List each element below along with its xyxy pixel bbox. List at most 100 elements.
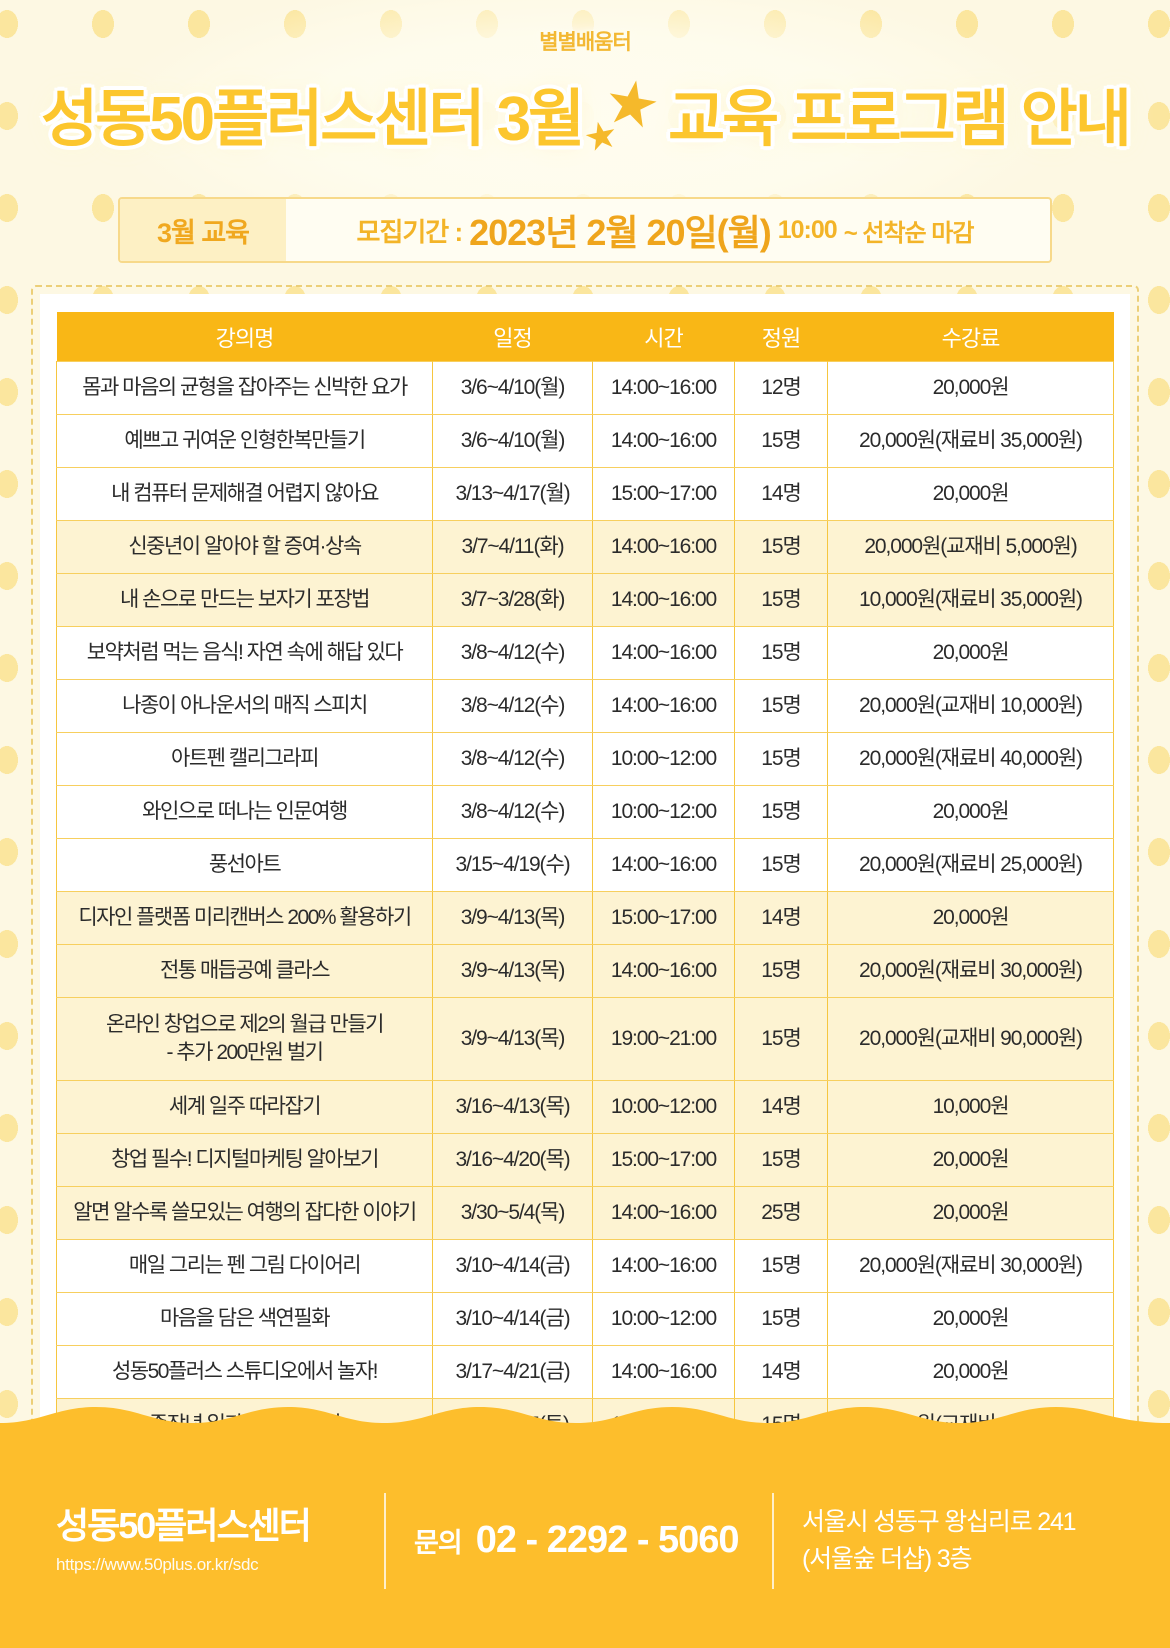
course-fee-cell: 20,000원(교재비 5,000원) xyxy=(827,520,1114,574)
recruit-time: 10:00 xyxy=(777,215,838,244)
course-capacity-cell: 14명 xyxy=(734,467,828,521)
address-line-1: 서울시 성동구 왕십리로 241 xyxy=(802,1508,1077,1537)
course-capacity-cell: 15명 xyxy=(734,679,828,733)
course-fee-cell: 20,000원(재료비 30,000원) xyxy=(827,944,1114,998)
th-fee: 수강료 xyxy=(827,312,1114,362)
course-time-cell: 19:00~21:00 xyxy=(592,997,735,1081)
table-row: 나종이 아나운서의 매직 스피치 3/8~4/12(수) 14:00~16:00 15… xyxy=(56,679,1114,733)
course-name-cell: 창업 필수! 디지털마케팅 알아보기 xyxy=(56,1133,433,1187)
table-row: 아트펜 캘리그라피 3/8~4/12(수) 10:00~12:00 15명 20,000… xyxy=(56,732,1114,786)
recruit-date: 2023년 2월 20일(월) xyxy=(469,212,772,253)
th-schedule: 일정 xyxy=(432,312,593,362)
course-time-cell: 10:00~12:00 xyxy=(592,732,735,786)
course-time-cell: 14:00~16:00 xyxy=(592,520,735,574)
course-schedule-cell: 3/8~4/12(수) xyxy=(432,626,593,680)
course-time-cell: 14:00~16:00 xyxy=(592,944,735,998)
table-body: 몸과 마음의 균형을 잡아주는 신박한 요가 3/6~4/10(월) 14:00~1… xyxy=(56,361,1114,1505)
course-schedule-cell: 3/13~4/17(월) xyxy=(432,467,593,521)
course-name-cell: 와인으로 떠나는 인문여행 xyxy=(56,785,433,839)
course-schedule-cell: 3/15~4/19(수) xyxy=(432,838,593,892)
course-name-cell: 온라인 창업으로 제2의 월급 만들기 - 추가 200만원 벌기 xyxy=(56,997,433,1081)
course-fee-cell: 20,000원 xyxy=(827,1345,1114,1399)
course-name-cell: 내 손으로 만드는 보자기 포장법 xyxy=(56,573,433,627)
course-time-cell: 14:00~16:00 xyxy=(592,573,735,627)
program-table: 강의명 일정 시간 정원 수강료 몸과 마음의 균형을 잡아주는 신박한 요가 3… xyxy=(56,312,1114,1505)
course-time-cell: 15:00~17:00 xyxy=(592,891,735,945)
course-time-cell: 10:00~12:00 xyxy=(592,1080,735,1134)
table-row: 전통 매듭공예 클라스 3/9~4/13(목) 14:00~16:00 15명 20,0… xyxy=(56,944,1114,998)
recruitment-banner: 3월 교육 모집기간 : 2023년 2월 20일(월) 10:00 ~ 선착순… xyxy=(118,197,1052,263)
course-capacity-cell: 25명 xyxy=(734,1186,828,1240)
course-capacity-cell: 15명 xyxy=(734,1292,828,1346)
table-row: 신중년이 알아야 할 증여·상속 3/7~4/11(화) 14:00~16:00 15… xyxy=(56,520,1114,574)
course-capacity-cell: 15명 xyxy=(734,573,828,627)
footer-address-block: 서울시 성동구 왕십리로 241 (서울숲 더샵) 3층 xyxy=(802,1504,1077,1577)
course-name-cell: 내 컴퓨터 문제해결 어렵지 않아요 xyxy=(56,467,433,521)
course-time-cell: 14:00~16:00 xyxy=(592,414,735,468)
course-fee-cell: 20,000원(교재비 10,000원) xyxy=(827,679,1114,733)
th-time: 시간 xyxy=(592,312,735,362)
course-capacity-cell: 14명 xyxy=(734,1345,828,1399)
course-capacity-cell: 14명 xyxy=(734,1080,828,1134)
course-schedule-cell: 3/17~4/21(금) xyxy=(432,1345,593,1399)
title-right: 교육 프로그램 안내 xyxy=(668,85,1132,154)
course-capacity-cell: 15명 xyxy=(734,997,828,1081)
course-time-cell: 14:00~16:00 xyxy=(592,361,735,415)
recruit-tail: ~ 선착순 마감 xyxy=(843,219,975,247)
course-fee-cell: 10,000원(재료비 35,000원) xyxy=(827,573,1114,627)
course-capacity-cell: 15명 xyxy=(734,732,828,786)
course-schedule-cell: 3/7~3/28(화) xyxy=(432,573,593,627)
course-fee-cell: 20,000원 xyxy=(827,1133,1114,1187)
course-name-cell: 신중년이 알아야 할 증여·상속 xyxy=(56,520,433,574)
course-fee-cell: 20,000원(재료비 25,000원) xyxy=(827,838,1114,892)
course-name-cell: 성동50플러스 스튜디오에서 놀자! xyxy=(56,1345,433,1399)
course-schedule-cell: 3/8~4/12(수) xyxy=(432,785,593,839)
course-fee-cell: 10,000원 xyxy=(827,1080,1114,1134)
poster-title: 성동50플러스센터 3월 ★ ★ 교육 프로그램 안내 xyxy=(0,65,1170,175)
course-fee-cell: 20,000원(교재비 90,000원) xyxy=(827,997,1114,1081)
course-schedule-cell: 3/9~4/13(목) xyxy=(432,891,593,945)
poster-footer: 성동50플러스센터 https://www.50plus.or.kr/sdc 문… xyxy=(0,1407,1170,1648)
table-row: 창업 필수! 디지털마케팅 알아보기 3/16~4/20(목) 15:00~17:0… xyxy=(56,1133,1114,1187)
phone-number[interactable]: 02 - 2292 - 5060 xyxy=(475,1519,740,1561)
program-table-card: 강의명 일정 시간 정원 수강료 몸과 마음의 균형을 잡아주는 신박한 요가 3… xyxy=(31,285,1139,1530)
course-time-cell: 10:00~12:00 xyxy=(592,785,735,839)
course-fee-cell: 20,000원 xyxy=(827,785,1114,839)
course-capacity-cell: 15명 xyxy=(734,838,828,892)
course-schedule-cell: 3/9~4/13(목) xyxy=(432,944,593,998)
course-name-cell: 풍선아트 xyxy=(56,838,433,892)
course-schedule-cell: 3/6~4/10(월) xyxy=(432,361,593,415)
course-name-cell: 세계 일주 따라잡기 xyxy=(56,1080,433,1134)
footer-center-block: 성동50플러스센터 https://www.50plus.or.kr/sdc xyxy=(56,1506,356,1575)
table-row: 내 컴퓨터 문제해결 어렵지 않아요 3/13~4/17(월) 15:00~17:0… xyxy=(56,467,1114,521)
course-capacity-cell: 15명 xyxy=(734,785,828,839)
th-name: 강의명 xyxy=(56,312,433,362)
course-fee-cell: 20,000원(재료비 30,000원) xyxy=(827,1239,1114,1293)
course-schedule-cell: 3/16~4/20(목) xyxy=(432,1133,593,1187)
address-line-2: (서울숲 더샵) 3층 xyxy=(802,1544,972,1573)
course-schedule-cell: 3/7~4/11(화) xyxy=(432,520,593,574)
course-schedule-cell: 3/6~4/10(월) xyxy=(432,414,593,468)
course-capacity-cell: 15명 xyxy=(734,414,828,468)
course-time-cell: 15:00~17:00 xyxy=(592,467,735,521)
course-time-cell: 14:00~16:00 xyxy=(592,1186,735,1240)
course-schedule-cell: 3/10~4/14(금) xyxy=(432,1292,593,1346)
table-row: 풍선아트 3/15~4/19(수) 14:00~16:00 15명 20,000원(재료… xyxy=(56,838,1114,892)
recruit-period: 모집기간 : 2023년 2월 20일(월) 10:00 ~ 선착순 마감 xyxy=(286,199,1050,261)
course-name-cell: 몸과 마음의 균형을 잡아주는 신박한 요가 xyxy=(56,361,433,415)
course-schedule-cell: 3/16~4/13(목) xyxy=(432,1080,593,1134)
course-name-cell: 아트펜 캘리그라피 xyxy=(56,732,433,786)
footer-center-name: 성동50플러스센터 xyxy=(56,1505,312,1547)
inquiry-label: 문의 xyxy=(414,1528,463,1558)
course-capacity-cell: 14명 xyxy=(734,891,828,945)
footer-url[interactable]: https://www.50plus.or.kr/sdc xyxy=(56,1554,259,1574)
footer-divider-1 xyxy=(384,1492,386,1589)
table-header-row: 강의명 일정 시간 정원 수강료 xyxy=(56,312,1114,362)
table-row: 마음을 담은 색연필화 3/10~4/14(금) 10:00~12:00 15명 20,… xyxy=(56,1292,1114,1346)
table-row: 디자인 플랫폼 미리캔버스 200% 활용하기 3/9~4/13(목) 15:00~… xyxy=(56,891,1114,945)
recruit-label: 모집기간 : xyxy=(356,216,464,247)
course-fee-cell: 20,000원 xyxy=(827,1186,1114,1240)
course-name-cell: 나종이 아나운서의 매직 스피치 xyxy=(56,679,433,733)
table-row: 예쁘고 귀여운 인형한복만들기 3/6~4/10(월) 14:00~16:00 15명… xyxy=(56,414,1114,468)
footer-divider-2 xyxy=(772,1492,774,1589)
